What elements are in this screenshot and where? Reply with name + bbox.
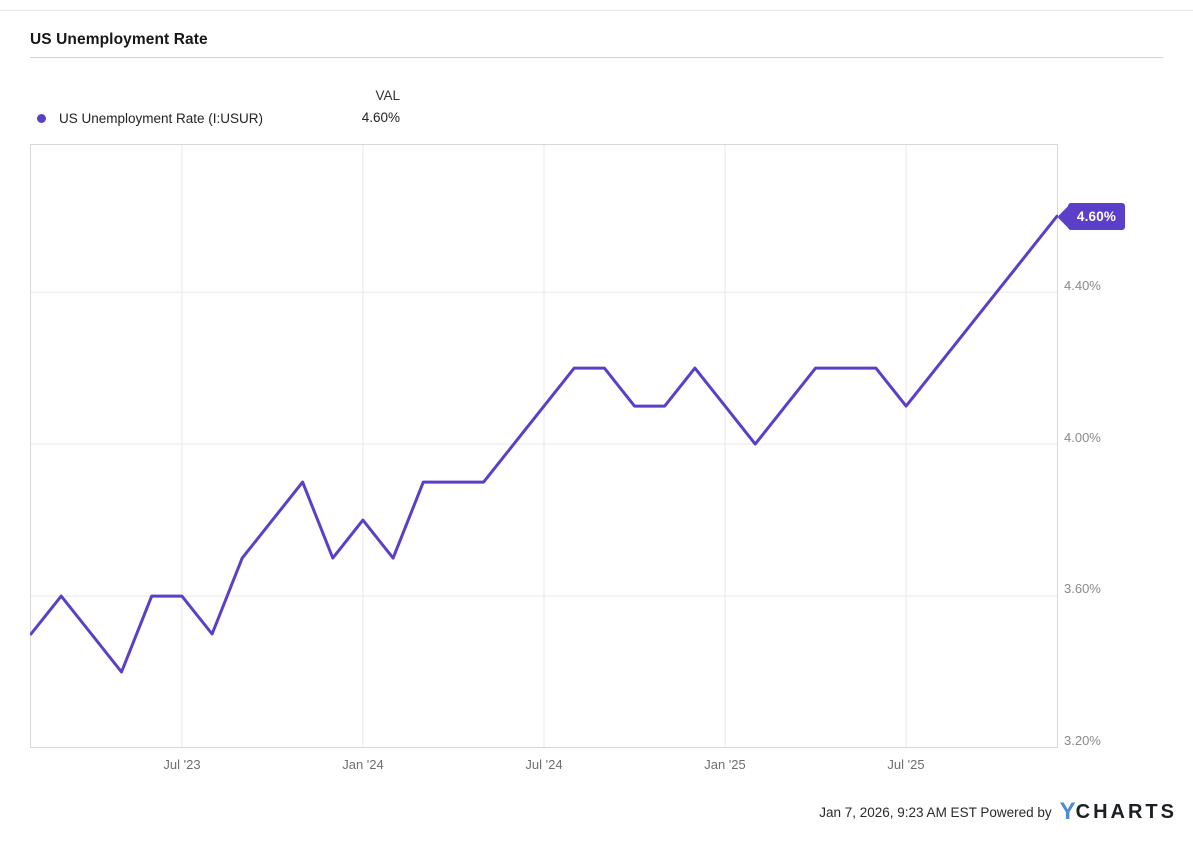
series-color-dot-icon — [37, 113, 46, 123]
x-axis-tick-label: Jul '25 — [887, 757, 925, 772]
footer-timestamp: Jan 7, 2026, 9:23 AM EST Powered by — [819, 804, 1052, 820]
ycharts-logo[interactable]: Y CHARTS — [1060, 800, 1177, 824]
chart-plot-area[interactable] — [30, 144, 1058, 748]
last-value-badge: 4.60% — [1068, 203, 1125, 230]
legend-value-column-header: VAL — [375, 88, 400, 103]
legend-series-label: US Unemployment Rate (I:USUR) — [59, 110, 264, 126]
ycharts-logo-text: CHARTS — [1075, 801, 1177, 823]
last-value-badge-label: 4.60% — [1076, 209, 1117, 224]
legend-series-row[interactable]: US Unemployment Rate (I:USUR) — [37, 109, 263, 127]
y-axis-tick-label: 4.40% — [1064, 278, 1101, 293]
title-divider — [30, 57, 1163, 58]
y-axis-tick-label: 3.60% — [1064, 581, 1101, 596]
ycharts-logo-y-icon: Y — [1059, 798, 1076, 825]
legend-series-value: 4.60% — [361, 110, 400, 125]
page-title: US Unemployment Rate — [30, 31, 208, 48]
x-axis-tick-label: Jul '24 — [525, 757, 563, 772]
y-axis-tick-label: 4.00% — [1064, 430, 1101, 445]
y-axis-tick-label: 3.20% — [1064, 733, 1101, 748]
footer: Jan 7, 2026, 9:23 AM EST Powered by Y CHA… — [819, 797, 1177, 827]
top-divider — [0, 10, 1193, 11]
x-axis-tick-label: Jan '24 — [342, 757, 384, 772]
x-axis-tick-label: Jan '25 — [704, 757, 746, 772]
x-axis-tick-label: Jul '23 — [163, 757, 201, 772]
